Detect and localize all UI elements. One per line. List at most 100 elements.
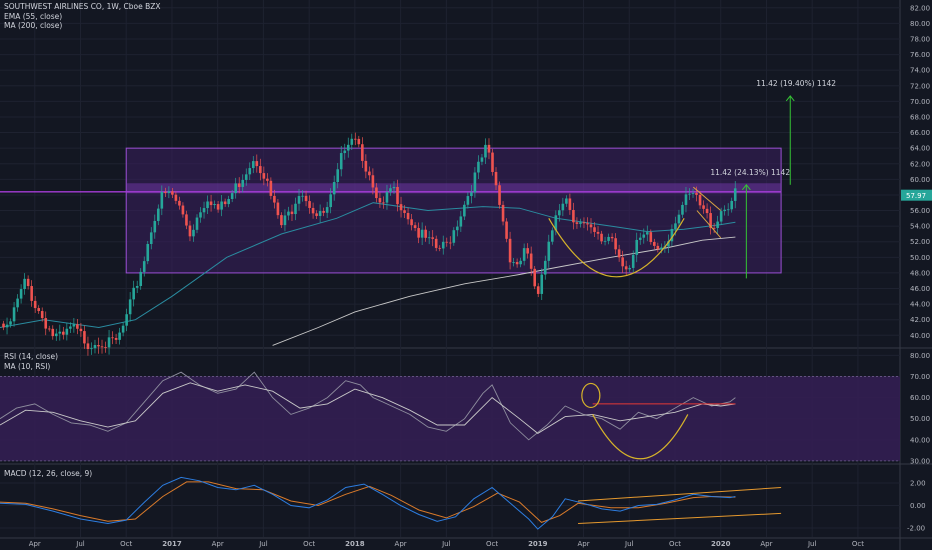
time-tick-label: 2018 — [345, 540, 365, 548]
price-tick-label: 62.00 — [910, 160, 930, 168]
candle-body — [554, 215, 558, 231]
candle-body — [86, 343, 90, 349]
ma-200-line — [272, 236, 736, 346]
candle-body — [280, 215, 283, 226]
candle-body — [434, 238, 438, 248]
candle-body — [730, 200, 734, 210]
candle-body — [660, 247, 663, 250]
cup-arc — [548, 218, 685, 278]
candle-body — [628, 267, 631, 270]
candle-body — [371, 175, 375, 188]
price-tick-label: 82.00 — [910, 4, 930, 12]
candle-body — [593, 227, 596, 232]
macd-tick-label: 0.00 — [910, 502, 926, 510]
candle-body — [424, 229, 427, 238]
rsi-tick-label: 80.00 — [910, 352, 930, 360]
candle-body — [463, 204, 466, 217]
candle-body — [575, 222, 579, 224]
ema-legend-label: EMA (55, close) — [4, 11, 63, 21]
candle-body — [322, 211, 325, 213]
candle-body — [505, 221, 508, 239]
price-panel[interactable]: 11.42 (24.13%) 1142 11.42 (19.40%) 1142 — [0, 79, 836, 356]
candle-body — [294, 203, 297, 215]
last-price-badge — [901, 189, 932, 201]
candle-body — [135, 285, 139, 288]
candle-body — [220, 201, 223, 210]
candle-body — [339, 153, 343, 170]
candle-body — [427, 237, 431, 239]
candle-body — [336, 169, 340, 183]
candle-body — [642, 234, 646, 238]
time-tick-label: Apr — [395, 540, 407, 548]
macd-signal-line — [0, 481, 736, 523]
candle-body — [346, 144, 350, 151]
candle-body — [498, 185, 501, 205]
candle-body — [688, 193, 691, 195]
candle-body — [125, 314, 128, 326]
candle-body — [614, 238, 617, 250]
candle-body — [185, 214, 188, 226]
candle-body — [494, 171, 498, 186]
candle-body — [9, 321, 12, 325]
candle-body — [702, 205, 705, 209]
candle-body — [83, 331, 86, 344]
candle-body — [248, 168, 252, 175]
candle-body — [448, 242, 452, 244]
candle-body — [227, 199, 230, 205]
price-tick-label: 44.00 — [910, 301, 930, 309]
time-tick-label: Jul — [75, 540, 85, 548]
candle-body — [160, 191, 164, 209]
candle-body — [709, 213, 712, 228]
candle-body — [121, 325, 125, 333]
candle-body — [259, 166, 262, 174]
price-tick-label: 60.00 — [910, 176, 930, 184]
candle-body — [543, 260, 547, 275]
candle-body — [343, 150, 347, 154]
candle-body — [674, 223, 677, 229]
candle-body — [199, 212, 202, 218]
price-tick-label: 46.00 — [910, 285, 930, 293]
candle-body — [104, 347, 107, 348]
candle-body — [114, 338, 118, 340]
candle-body — [459, 216, 463, 227]
candle-body — [382, 202, 385, 204]
rsi-ma-legend-label: MA (10, RSI) — [4, 361, 51, 371]
candle-body — [512, 262, 515, 263]
candle-body — [357, 138, 361, 145]
candle-body — [420, 229, 424, 238]
candle-body — [188, 225, 192, 237]
candle-body — [202, 208, 206, 213]
candle-body — [325, 207, 329, 213]
candle-body — [128, 299, 132, 315]
time-tick-label: Jul — [807, 540, 817, 548]
candle-body — [16, 298, 19, 308]
candle-body — [399, 204, 403, 211]
candle-body — [33, 300, 37, 309]
measure-label: 11.42 (24.13%) 1142 — [710, 168, 790, 177]
candle-body — [375, 187, 378, 199]
candle-body — [480, 157, 484, 162]
candle-body — [315, 213, 318, 216]
candle-body — [368, 171, 371, 176]
macd-panel[interactable] — [0, 476, 782, 530]
rsi-panel[interactable] — [0, 371, 900, 462]
candle-body — [719, 211, 723, 222]
macd-line — [0, 476, 736, 530]
symbol-title: SOUTHWEST AIRLINES CO, 1W, Cboe BZX — [4, 2, 161, 11]
resistance-band — [126, 183, 782, 194]
candle-body — [691, 193, 695, 194]
candle-body — [62, 331, 65, 335]
time-tick-label: Apr — [29, 540, 41, 548]
candle-body — [209, 201, 213, 206]
candle-body — [287, 211, 290, 216]
price-tick-label: 70.00 — [910, 98, 930, 106]
candle-body — [304, 195, 308, 202]
candle-body — [452, 230, 456, 243]
candle-body — [318, 211, 322, 216]
candle-body — [684, 194, 688, 205]
candle-body — [69, 326, 72, 329]
candle-body — [638, 237, 642, 240]
candle-body — [438, 247, 442, 249]
candle-body — [2, 323, 5, 328]
